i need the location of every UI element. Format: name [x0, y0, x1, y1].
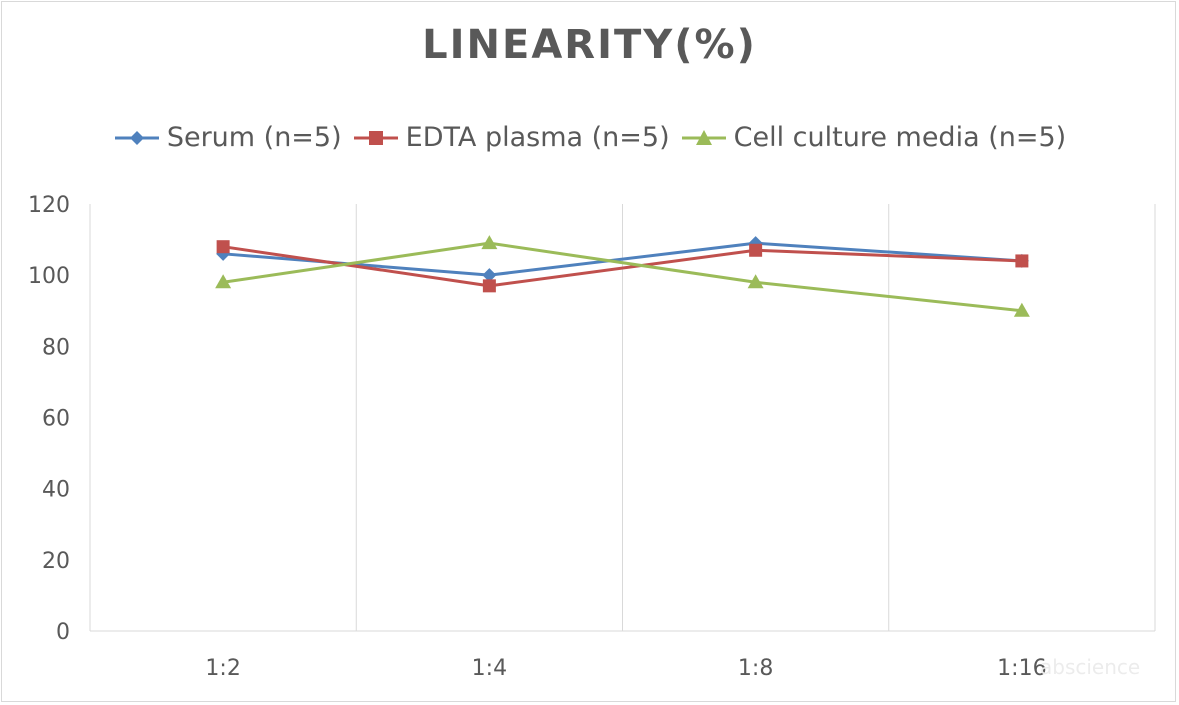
data-point-triangle [481, 235, 498, 250]
legend-marker-square-icon [353, 130, 398, 145]
y-tick-label: 0 [56, 620, 70, 645]
legend-marker-diamond-icon [114, 130, 159, 145]
x-tick-label: 1:16 [997, 656, 1046, 681]
y-tick-label: 40 [42, 478, 70, 503]
legend-item-edta-plasma: EDTA plasma (n=5) [352, 122, 670, 153]
legend-label: Serum (n=5) [166, 122, 342, 153]
x-tick-label: 1:2 [205, 656, 240, 681]
y-tick-label: 60 [42, 407, 70, 432]
series-line-1 [222, 245, 1022, 288]
y-tick-label: 100 [28, 264, 70, 289]
legend-marker-triangle-icon [681, 129, 726, 145]
legend-item-serum: Serum (n=5) [113, 122, 342, 153]
legend: Serum (n=5) EDTA plasma (n=5) Cell cultu… [0, 122, 1179, 153]
data-point-triangle [215, 274, 232, 289]
watermark: abscience [1040, 655, 1141, 679]
legend-label: Cell culture media (n=5) [733, 122, 1067, 153]
data-point-triangle [747, 274, 764, 289]
x-tick-label: 1:4 [472, 656, 507, 681]
chart-title: LINEARITY(%) [422, 22, 757, 68]
y-tick-label: 80 [42, 335, 70, 360]
data-point-square [1015, 254, 1029, 268]
y-tick-label: 20 [42, 549, 70, 574]
data-point-triangle [1013, 302, 1030, 317]
data-point-diamond [482, 268, 497, 283]
legend-item-cell-culture-media: Cell culture media (n=5) [680, 122, 1067, 153]
series-line-2 [222, 241, 1023, 313]
data-point-square [216, 240, 230, 254]
data-point-square [749, 243, 763, 257]
legend-label: EDTA plasma (n=5) [405, 122, 670, 153]
series-line-0 [223, 241, 1022, 277]
x-tick-label: 1:8 [738, 656, 773, 681]
data-point-square [482, 279, 496, 293]
y-tick-label: 120 [28, 193, 70, 218]
